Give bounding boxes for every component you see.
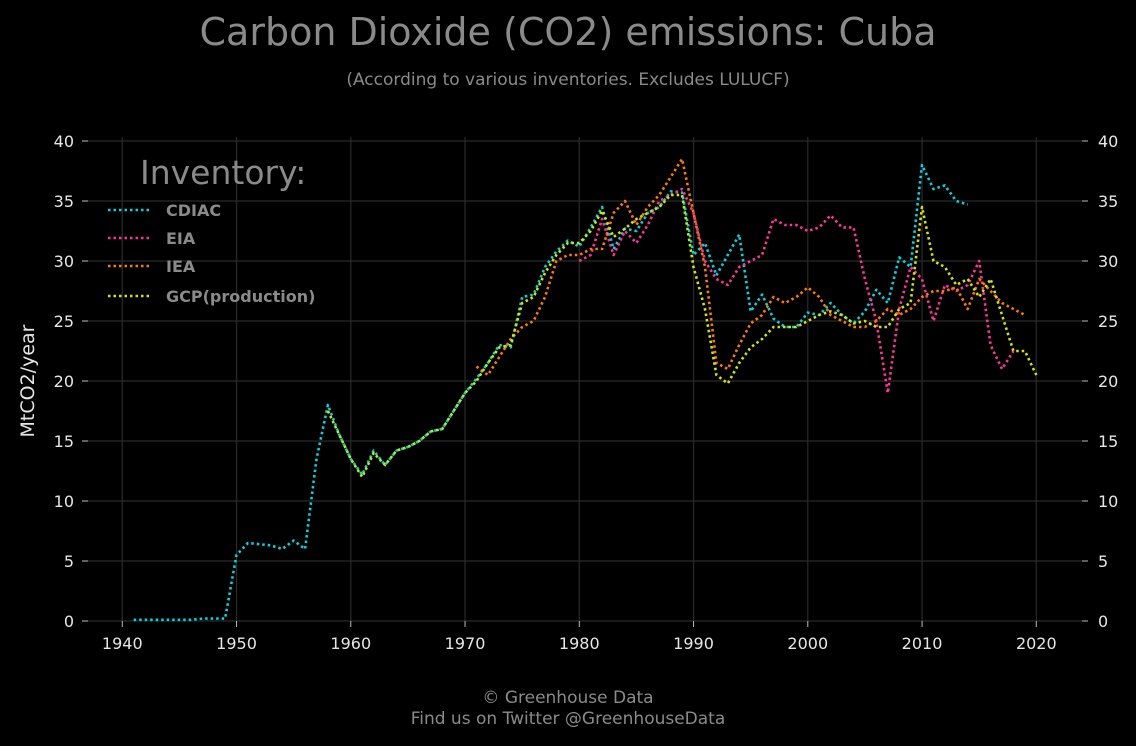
y-tick-label-left: 5 (64, 552, 74, 571)
y-tick-label-left: 20 (54, 372, 74, 391)
y-tick-label-right: 25 (1098, 312, 1118, 331)
y-tick-label-right: 20 (1098, 372, 1118, 391)
x-tick-label: 1980 (559, 634, 600, 653)
legend: Inventory: CDIAC EIA IEA GCP(production) (108, 153, 315, 306)
footer: © Greenhouse Data Find us on Twitter @Gr… (0, 688, 1136, 730)
legend-label: CDIAC (166, 201, 221, 220)
chart-title: Carbon Dioxide (CO2) emissions: Cuba (199, 10, 937, 54)
series-line-cdiac (133, 163, 969, 622)
copyright-text: © Greenhouse Data (482, 688, 654, 708)
x-tick-label: 1940 (102, 634, 143, 653)
y-tick-label-left: 25 (54, 312, 74, 331)
series-lines (133, 157, 1038, 622)
y-tick-label-right: 40 (1098, 132, 1118, 151)
chart-subtitle: (According to various inventories. Exclu… (346, 70, 790, 90)
y-tick-label-right: 0 (1098, 612, 1108, 631)
legend-label: GCP(production) (166, 287, 315, 306)
y-tick-label-left: 0 (64, 612, 74, 631)
y-tick-label-left: 40 (54, 132, 74, 151)
x-tick-label: 2010 (902, 634, 943, 653)
y-tick-label-right: 15 (1098, 432, 1118, 451)
legend-label: EIA (166, 229, 196, 248)
legend-label: IEA (166, 257, 196, 276)
y-tick-label-right: 35 (1098, 192, 1118, 211)
series-line-gcp-production (326, 193, 1038, 479)
y-tick-label-right: 5 (1098, 552, 1108, 571)
x-tick-label: 1970 (445, 634, 486, 653)
x-tick-label: 1950 (216, 634, 257, 653)
y-tick-label-right: 30 (1098, 252, 1118, 271)
y-tick-label-right: 10 (1098, 492, 1118, 511)
x-tick-label: 1960 (330, 634, 371, 653)
x-tick-label: 1990 (673, 634, 714, 653)
y-tick-label-left: 10 (54, 492, 74, 511)
y-tick-label-left: 35 (54, 192, 74, 211)
twitter-handle-text: Find us on Twitter @GreenhouseData (410, 709, 726, 729)
series-line-eia (578, 187, 1015, 395)
x-tick-label: 2020 (1016, 634, 1057, 653)
x-tick-label: 2000 (787, 634, 828, 653)
grid-lines (88, 137, 1082, 622)
y-tick-label-left: 30 (54, 252, 74, 271)
y-axis-label: MtCO2/year (17, 324, 39, 437)
y-tick-label-left: 15 (54, 432, 74, 451)
legend-title: Inventory: (140, 153, 306, 192)
